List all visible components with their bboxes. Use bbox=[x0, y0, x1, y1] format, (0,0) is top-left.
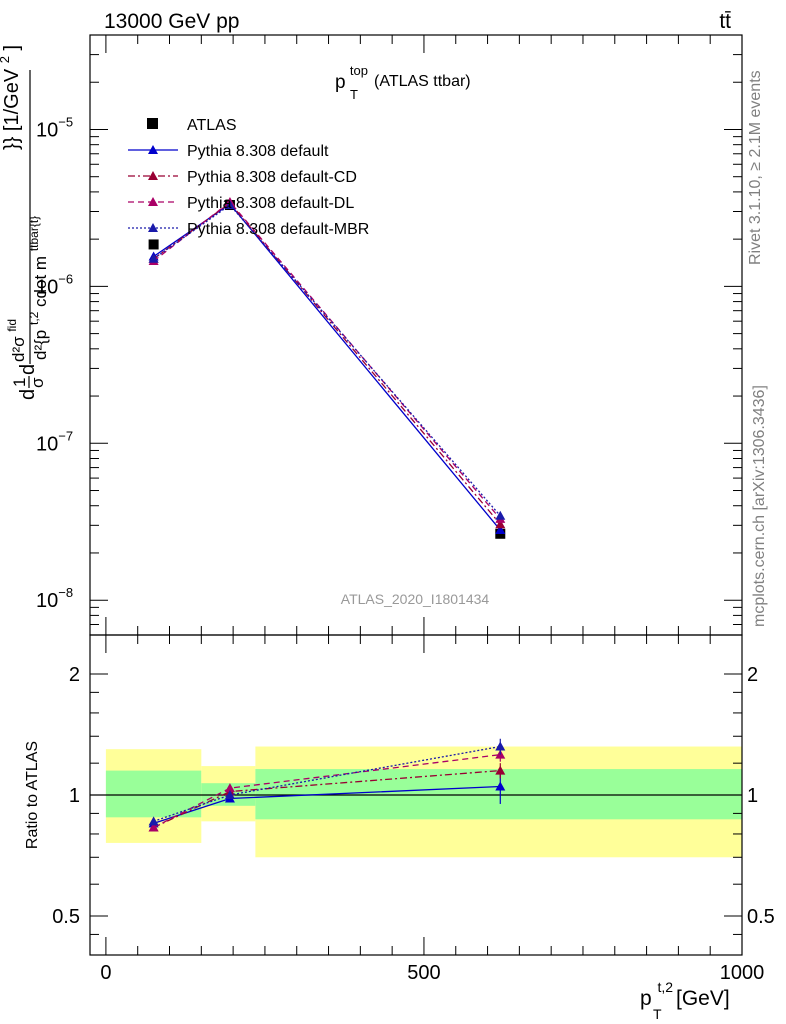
ylabel-denominator: d²{p t,2 cdot m ttbar{t} bbox=[23, 216, 50, 360]
data-point-atlas bbox=[148, 239, 159, 250]
ratio-y-tick-label-right: 0.5 bbox=[747, 906, 775, 928]
legend-marker-4 bbox=[148, 223, 158, 232]
legend-label-4: Pythia 8.308 default-MBR bbox=[187, 221, 369, 238]
ratio-bands bbox=[90, 746, 742, 858]
ratio-line-1 bbox=[153, 769, 501, 829]
rivet-version-label: Rivet 3.1.10, ≥ 2.1M events bbox=[747, 70, 764, 265]
ylabel-tail: }} [1/GeV 2 ] bbox=[0, 45, 23, 150]
legend-label-0: ATLAS bbox=[187, 117, 237, 134]
ratio-marker-2 bbox=[148, 822, 159, 832]
stat-uncertainty-band-0 bbox=[105, 770, 202, 818]
x-axis-label-sub: T bbox=[653, 1006, 662, 1022]
ratio-y-tick-label-right: 1 bbox=[747, 785, 758, 807]
ratio-series bbox=[148, 738, 506, 832]
main-y-tick-label: 10−5 bbox=[36, 114, 73, 141]
ylabel-d: d bbox=[17, 364, 39, 375]
main-series bbox=[148, 196, 506, 539]
series-marker-4 bbox=[224, 200, 235, 210]
plot-title-main: p bbox=[335, 72, 346, 93]
plot-title-sub: T bbox=[350, 87, 358, 102]
process-label: tt̄ bbox=[719, 10, 731, 33]
legend-label-2: Pythia 8.308 default-CD bbox=[187, 169, 357, 186]
x-tick-label: 1000 bbox=[720, 962, 765, 984]
svg-text:d: d bbox=[17, 389, 39, 400]
ylabel-frac-den: σ bbox=[28, 377, 47, 388]
ratio-y-tick-label: 1 bbox=[69, 785, 80, 807]
x-axis-label: p t,2 bbox=[640, 979, 673, 1010]
legend-label-3: Pythia 8.308 default-DL bbox=[187, 195, 354, 212]
ratio-y-tick-label: 0.5 bbox=[52, 906, 80, 928]
ratio-marker-3 bbox=[224, 790, 235, 799]
ratio-marker-3 bbox=[148, 816, 159, 826]
ratio-y-tick-label: 2 bbox=[69, 664, 80, 686]
series-marker-4 bbox=[495, 510, 506, 520]
ylabel-dsigma: d²σ fid bbox=[5, 319, 28, 362]
legend-marker-atlas bbox=[147, 118, 158, 129]
source-label: mcplots.cern.ch [arXiv:1306.3436] bbox=[751, 385, 768, 627]
series-line-4 bbox=[153, 204, 501, 517]
ratio-axes: 0.5 0.5 1 1 2 2 0 500 1000 bbox=[52, 634, 775, 984]
legend-label-1: Pythia 8.308 default bbox=[187, 143, 329, 160]
ylabel-prefix: d bbox=[17, 389, 39, 400]
ratio-y-tick-label-right: 2 bbox=[747, 664, 758, 686]
main-axes: 10−8 10−7 10−6 10−5 bbox=[36, 34, 743, 636]
main-y-tick-label: 10−7 bbox=[36, 428, 73, 455]
ylabel-frac-num: 1 bbox=[10, 378, 29, 387]
legend: ATLAS Pythia 8.308 default Pythia 8.308 de… bbox=[128, 117, 369, 238]
series-line-3 bbox=[153, 201, 501, 520]
plot-title-rest: (ATLAS ttbar) bbox=[374, 73, 471, 90]
plot-title-sup: top bbox=[350, 63, 368, 78]
ratio-marker-0 bbox=[495, 781, 506, 791]
series-marker-1 bbox=[495, 525, 506, 535]
series-marker-2 bbox=[495, 519, 506, 529]
main-y-label: d 1 σ d d²σ fid d²{p t,2 cdot m ttbar{t}… bbox=[0, 45, 50, 400]
ratio-marker-3 bbox=[495, 741, 506, 751]
analysis-watermark: ATLAS_2020_I1801434 bbox=[341, 591, 490, 607]
main-y-tick-label: 10−6 bbox=[36, 271, 73, 298]
ratio-marker-1 bbox=[495, 765, 506, 775]
series-line-1 bbox=[153, 203, 501, 531]
x-tick-label: 500 bbox=[407, 962, 440, 984]
legend-marker-3 bbox=[148, 197, 158, 206]
x-axis-label-rest: [GeV] bbox=[676, 987, 730, 1010]
energy-label: 13000 GeV pp bbox=[104, 10, 239, 33]
main-y-tick-label: 10−8 bbox=[36, 585, 73, 612]
ratio-marker-2 bbox=[224, 783, 235, 793]
plot-title: p top bbox=[335, 63, 368, 93]
legend-marker-2 bbox=[148, 171, 158, 180]
legend-marker-1 bbox=[148, 145, 158, 154]
series-line-2 bbox=[153, 202, 501, 525]
x-tick-label: 0 bbox=[100, 962, 111, 984]
ratio-y-label: Ratio to ATLAS bbox=[24, 741, 41, 849]
series-marker-4 bbox=[148, 253, 159, 263]
